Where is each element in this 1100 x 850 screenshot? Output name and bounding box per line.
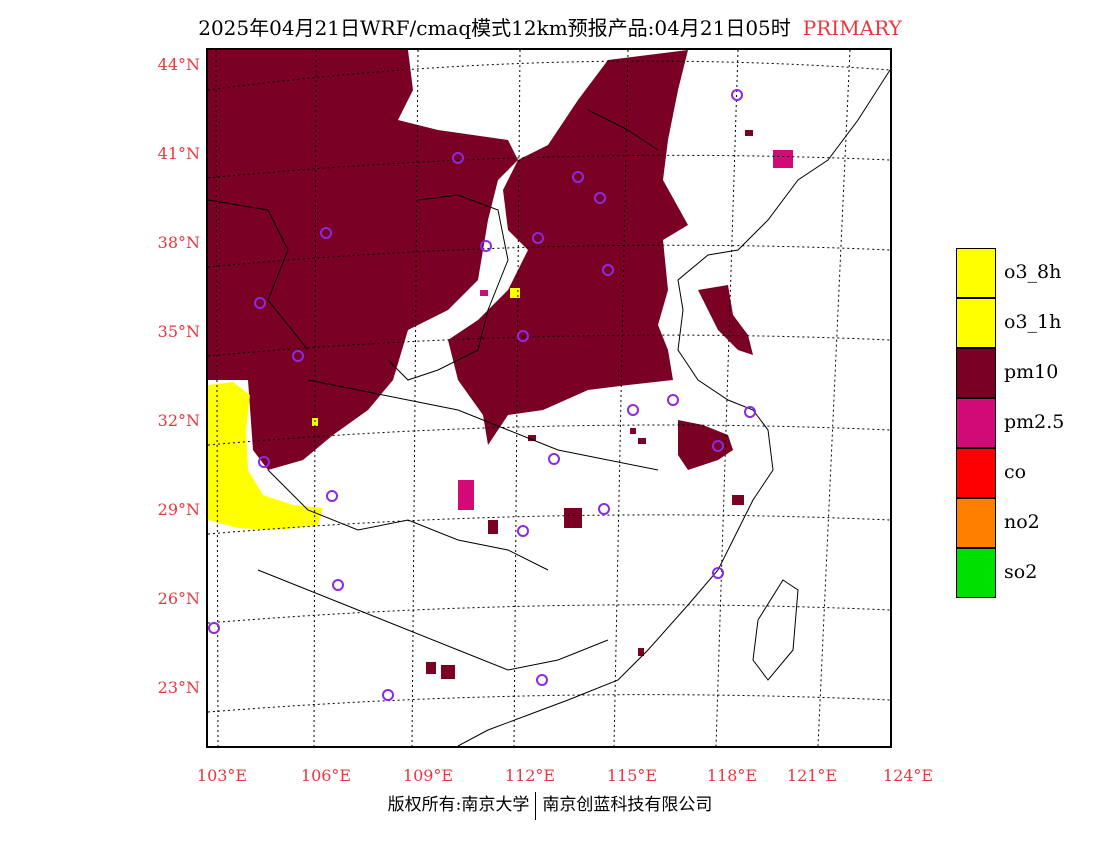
lon-label-115: 115°E [606,766,658,785]
lon-label-109: 109°E [402,766,454,785]
footer-right: 南京创蓝科技有限公司 [542,795,713,815]
forecast-map [208,50,890,746]
title-text: 2025年04月21日WRF/cmaq模式12km预报产品:04月21日05时 [198,16,791,40]
lon-label-121: 121°E [786,766,838,785]
lat-label-26: 26°N [157,589,200,608]
title-tag: PRIMARY [802,16,902,40]
lat-label-32: 32°N [157,411,200,430]
lat-label-38: 38°N [157,233,200,252]
lon-label-124: 124°E [882,766,934,785]
legend-swatch-o3-1h [956,298,996,348]
legend-swatch-no2 [956,498,996,548]
legend-item-o3-1h: o3_1h [956,298,1086,348]
legend-item-co: co [956,448,1086,498]
map-frame [206,48,892,748]
legend-swatch-pm10 [956,348,996,398]
o3-area [208,288,520,530]
lat-label-29: 29°N [157,500,200,519]
legend-item-pm10: pm10 [956,348,1086,398]
legend-item-so2: so2 [956,548,1086,598]
legend-swatch-pm25 [956,398,996,448]
lat-label-23: 23°N [157,678,200,697]
legend-label-pm10: pm10 [1004,361,1059,383]
legend: o3_8h o3_1h pm10 pm2.5 co no2 so2 [956,248,1086,598]
footer-separator [535,791,537,820]
legend-label-co: co [1004,461,1027,483]
lon-label-118: 118°E [706,766,758,785]
station-markers [208,89,756,701]
legend-label-o3-1h: o3_1h [1004,311,1062,333]
legend-label-pm25: pm2.5 [1004,411,1065,433]
lon-label-103: 103°E [196,766,248,785]
lon-label-106: 106°E [300,766,352,785]
pm10-area [208,50,753,679]
legend-item-o3-8h: o3_8h [956,248,1086,298]
legend-item-no2: no2 [956,498,1086,548]
lat-label-35: 35°N [157,322,200,341]
legend-swatch-so2 [956,548,996,598]
legend-swatch-o3-8h [956,248,996,298]
footer-left: 版权所有:南京大学 [387,795,530,815]
legend-label-o3-8h: o3_8h [1004,261,1062,283]
legend-label-no2: no2 [1004,511,1040,533]
copyright-footer: 版权所有:南京大学 南京创蓝科技有限公司 [0,790,1100,820]
coastline [208,69,890,746]
pm25-area [458,150,793,510]
lat-label-44: 44°N [157,55,200,74]
legend-label-so2: so2 [1004,561,1038,583]
legend-swatch-co [956,448,996,498]
legend-item-pm25: pm2.5 [956,398,1086,448]
lon-label-112: 112°E [504,766,556,785]
map-title: 2025年04月21日WRF/cmaq模式12km预报产品:04月21日05时 P… [0,12,1100,41]
lat-label-41: 41°N [157,144,200,163]
